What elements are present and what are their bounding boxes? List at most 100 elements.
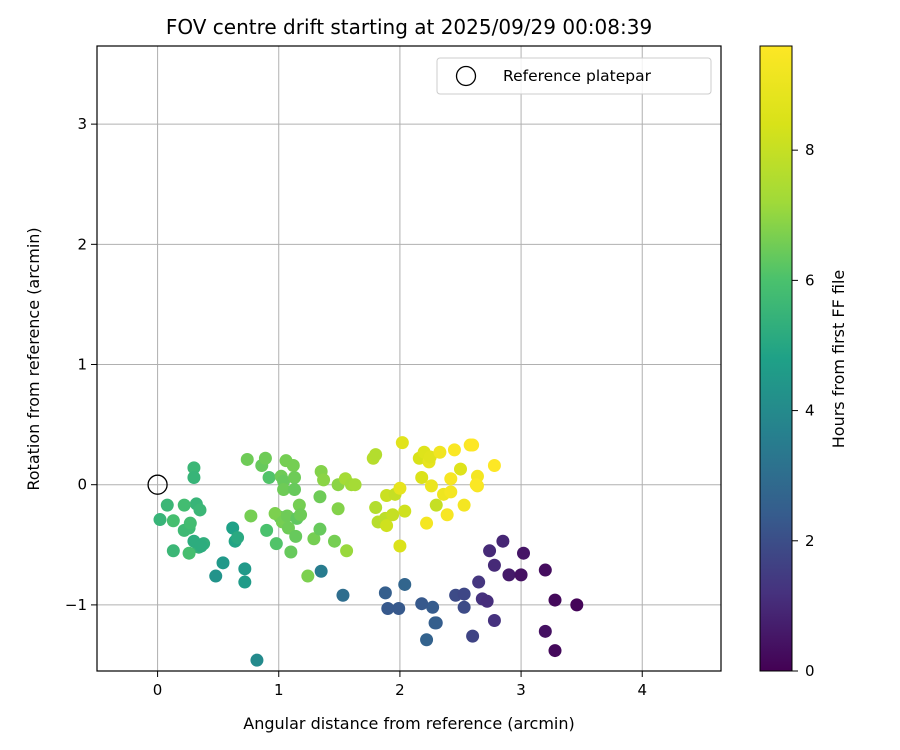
data-point bbox=[538, 563, 552, 577]
y-tick-label: 2 bbox=[77, 235, 87, 253]
data-point bbox=[395, 436, 409, 450]
y-axis-label: Rotation from reference (arcmin) bbox=[24, 227, 43, 490]
data-point bbox=[193, 503, 207, 517]
data-point bbox=[284, 545, 298, 559]
data-point bbox=[369, 501, 383, 515]
data-point bbox=[327, 534, 341, 548]
reference-marker-layer bbox=[147, 474, 168, 495]
data-point bbox=[381, 602, 395, 615]
data-point bbox=[548, 644, 562, 658]
data-point bbox=[428, 616, 442, 630]
colorbar-gradient bbox=[759, 45, 793, 672]
data-point bbox=[301, 569, 315, 583]
data-point bbox=[340, 544, 354, 558]
data-point bbox=[447, 443, 461, 457]
data-point bbox=[453, 462, 467, 476]
reference-platepar-marker bbox=[147, 474, 168, 495]
data-point bbox=[183, 516, 197, 530]
data-point bbox=[231, 531, 245, 545]
data-point bbox=[287, 470, 301, 484]
data-point bbox=[423, 450, 437, 464]
x-axis-ticks: 0 1 2 3 4 bbox=[153, 671, 647, 699]
legend: Reference platepar bbox=[436, 57, 712, 95]
data-point bbox=[238, 562, 252, 576]
data-point bbox=[487, 458, 501, 472]
x-tick-label: 1 bbox=[274, 681, 284, 699]
x-tick-label: 2 bbox=[395, 681, 405, 699]
data-point bbox=[444, 472, 458, 486]
data-point bbox=[538, 624, 552, 638]
data-point bbox=[457, 600, 471, 614]
legend-label-reference: Reference platepar bbox=[503, 67, 652, 85]
data-point bbox=[317, 473, 331, 487]
grid bbox=[97, 46, 721, 671]
legend-reference-marker bbox=[455, 65, 477, 87]
legend-box bbox=[436, 57, 712, 95]
data-point bbox=[166, 544, 180, 558]
data-point bbox=[160, 498, 174, 512]
plot-frame bbox=[96, 45, 722, 672]
data-point bbox=[433, 445, 447, 459]
data-point bbox=[420, 633, 434, 647]
data-point bbox=[369, 448, 383, 462]
data-point bbox=[250, 653, 264, 667]
data-point bbox=[216, 556, 230, 570]
data-point bbox=[472, 575, 486, 589]
data-point bbox=[336, 588, 350, 602]
colorbar: 0 2 4 6 8 Hours from first FF file bbox=[759, 45, 848, 680]
y-tick-label: 0 bbox=[77, 476, 87, 494]
data-point bbox=[496, 534, 510, 548]
data-point bbox=[570, 598, 584, 612]
colorbar-tick-label: 2 bbox=[805, 532, 815, 550]
data-point bbox=[314, 564, 328, 578]
data-point bbox=[457, 498, 471, 512]
data-point bbox=[444, 485, 458, 499]
data-point bbox=[258, 451, 272, 465]
data-point bbox=[153, 513, 167, 527]
colorbar-tick-label: 8 bbox=[805, 141, 815, 159]
data-point bbox=[429, 498, 443, 512]
data-point bbox=[424, 479, 438, 493]
data-point bbox=[262, 470, 276, 484]
x-tick-label: 3 bbox=[516, 681, 526, 699]
data-point bbox=[268, 507, 282, 521]
data-point bbox=[187, 470, 201, 484]
y-tick-label: 3 bbox=[77, 115, 87, 133]
data-point bbox=[348, 478, 362, 492]
x-tick-label: 4 bbox=[637, 681, 647, 699]
colorbar-label: Hours from first FF file bbox=[829, 270, 848, 449]
data-point bbox=[182, 546, 196, 560]
data-point bbox=[548, 593, 562, 607]
data-point bbox=[466, 438, 480, 452]
data-point bbox=[313, 522, 327, 536]
x-tick-label: 0 bbox=[153, 681, 163, 699]
data-point bbox=[289, 529, 303, 543]
data-point bbox=[166, 514, 180, 528]
data-point bbox=[517, 546, 531, 560]
data-point bbox=[294, 508, 308, 522]
data-point bbox=[331, 502, 345, 516]
data-point bbox=[244, 509, 258, 523]
data-point bbox=[307, 532, 321, 546]
data-point bbox=[514, 568, 528, 582]
data-point bbox=[466, 629, 480, 643]
colorbar-tick-label: 4 bbox=[805, 402, 815, 420]
data-point bbox=[277, 483, 291, 497]
data-point bbox=[480, 594, 494, 608]
data-point bbox=[260, 523, 274, 537]
data-point bbox=[287, 483, 301, 497]
data-point bbox=[392, 602, 406, 615]
data-point bbox=[393, 539, 407, 553]
data-point bbox=[420, 516, 434, 530]
data-point bbox=[269, 537, 283, 551]
y-axis-ticks: −1 0 1 2 3 bbox=[65, 115, 97, 614]
data-point bbox=[238, 575, 252, 589]
data-point bbox=[398, 577, 412, 591]
data-point bbox=[487, 558, 501, 572]
data-point bbox=[457, 587, 471, 601]
data-point bbox=[378, 586, 392, 600]
y-tick-label: 1 bbox=[77, 356, 87, 374]
data-point bbox=[177, 498, 191, 512]
data-point bbox=[209, 569, 223, 583]
